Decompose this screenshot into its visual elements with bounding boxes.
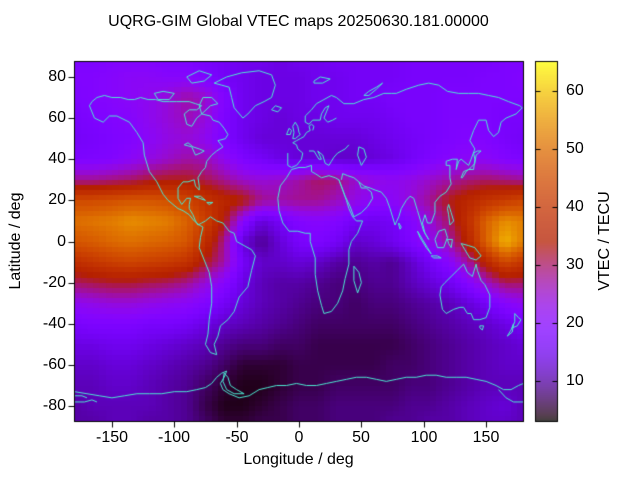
- x-tick-label: 50: [352, 429, 370, 446]
- x-axis-label: Longitude / deg: [243, 451, 354, 468]
- colorbar-tick-label: 30: [566, 256, 584, 273]
- y-tick-label: -60: [42, 356, 66, 373]
- x-tick-label: 150: [472, 429, 500, 446]
- x-tick-label: -150: [95, 429, 129, 446]
- colorbar-tick-label: 20: [566, 314, 584, 331]
- x-tick-label: -100: [157, 429, 191, 446]
- x-tick-label: 0: [294, 429, 304, 446]
- y-tick-label: 0: [57, 233, 66, 250]
- x-tick-label: -50: [225, 429, 249, 446]
- colorbar-label: VTEC / TECU: [596, 191, 613, 291]
- y-tick-label: -20: [42, 274, 66, 291]
- colorbar-tick-label: 40: [566, 198, 584, 215]
- colorbar-tick-label: 50: [566, 140, 584, 157]
- y-tick-label: -40: [42, 315, 66, 332]
- colorbar-tick-label: 10: [566, 372, 584, 389]
- y-tick-label: 20: [48, 191, 66, 208]
- y-tick-label: 80: [48, 68, 66, 85]
- chart-title: UQRG-GIM Global VTEC maps 20250630.181.0…: [108, 13, 489, 30]
- x-tick-label: 100: [410, 429, 438, 446]
- y-tick-label: -80: [42, 397, 66, 414]
- y-tick-label: 60: [48, 109, 66, 126]
- y-tick-label: 40: [48, 150, 66, 167]
- colorbar-tick-label: 60: [566, 82, 584, 99]
